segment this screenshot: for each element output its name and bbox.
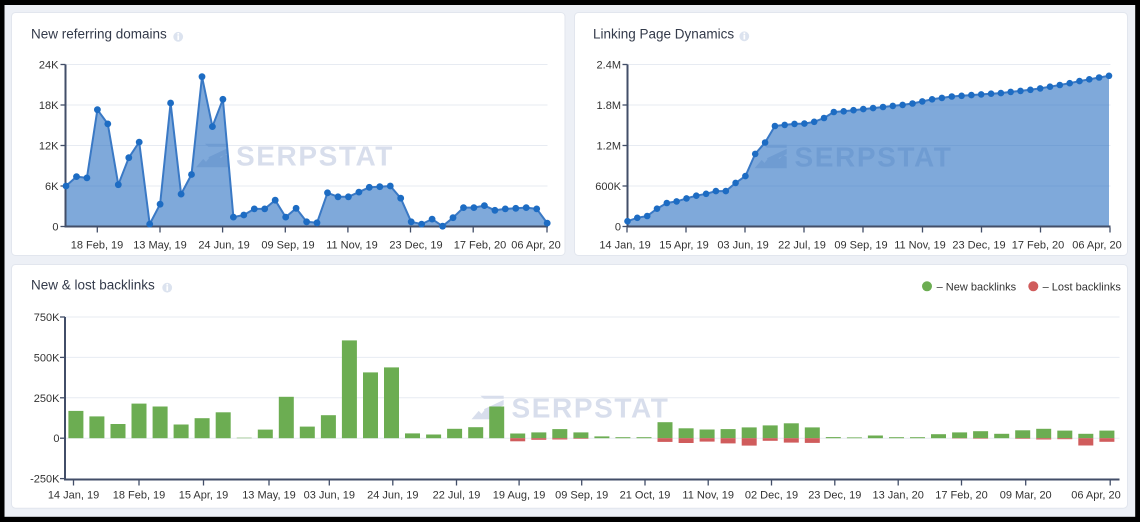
svg-text:15 Apr, 19: 15 Apr, 19 — [659, 240, 709, 252]
svg-text:24 Jun, 19: 24 Jun, 19 — [198, 240, 249, 252]
svg-text:600K: 600K — [595, 181, 621, 193]
svg-text:03 Jun, 19: 03 Jun, 19 — [304, 490, 355, 502]
svg-text:17 Feb, 20: 17 Feb, 20 — [1012, 240, 1065, 252]
svg-text:0: 0 — [52, 222, 58, 234]
svg-text:03 Jun, 19: 03 Jun, 19 — [717, 240, 768, 252]
svg-text:17 Feb, 20: 17 Feb, 20 — [935, 490, 988, 502]
svg-text:750K: 750K — [34, 312, 60, 324]
svg-text:22 Jul, 19: 22 Jul, 19 — [778, 240, 826, 252]
svg-text:11 Nov, 19: 11 Nov, 19 — [326, 240, 378, 252]
svg-text:– Lost backlinks: – Lost backlinks — [1043, 281, 1122, 293]
svg-text:11 Nov, 19: 11 Nov, 19 — [682, 490, 734, 502]
svg-text:18 Feb, 19: 18 Feb, 19 — [113, 490, 166, 502]
svg-text:SERPSTAT: SERPSTAT — [512, 393, 670, 424]
svg-text:13 May, 19: 13 May, 19 — [133, 240, 187, 252]
svg-text:09 Sep, 19: 09 Sep, 19 — [834, 240, 887, 252]
svg-text:23 Dec, 19: 23 Dec, 19 — [952, 240, 1005, 252]
svg-text:14 Jan, 19: 14 Jan, 19 — [48, 490, 99, 502]
svg-text:18K: 18K — [39, 100, 59, 112]
svg-text:23 Dec, 19: 23 Dec, 19 — [808, 490, 861, 502]
svg-text:– New backlinks: – New backlinks — [937, 281, 1017, 293]
svg-text:New & lost backlinks: New & lost backlinks — [31, 278, 155, 293]
svg-text:23 Dec, 19: 23 Dec, 19 — [389, 240, 442, 252]
svg-text:15 Apr, 19: 15 Apr, 19 — [179, 490, 229, 502]
svg-text:6K: 6K — [45, 181, 59, 193]
svg-text:09 Mar, 20: 09 Mar, 20 — [1000, 490, 1052, 502]
svg-text:19 Aug, 19: 19 Aug, 19 — [493, 490, 546, 502]
svg-text:24 Jun, 19: 24 Jun, 19 — [367, 490, 418, 502]
svg-text:06 Apr, 20: 06 Apr, 20 — [1072, 240, 1122, 252]
svg-text:0: 0 — [615, 222, 621, 234]
svg-text:2.4M: 2.4M — [597, 60, 621, 72]
svg-text:250K: 250K — [34, 393, 60, 405]
svg-text:09 Sep, 19: 09 Sep, 19 — [555, 490, 608, 502]
svg-text:Linking Page Dynamics: Linking Page Dynamics — [593, 27, 734, 42]
svg-text:13 May, 19: 13 May, 19 — [242, 490, 296, 502]
svg-text:1.8M: 1.8M — [597, 100, 621, 112]
svg-text:-250K: -250K — [30, 474, 60, 486]
svg-text:24K: 24K — [39, 60, 59, 72]
svg-text:18 Feb, 19: 18 Feb, 19 — [71, 240, 124, 252]
svg-text:06 Apr, 20: 06 Apr, 20 — [1071, 490, 1121, 502]
svg-text:13 Jan, 20: 13 Jan, 20 — [873, 490, 924, 502]
svg-text:New referring domains: New referring domains — [31, 27, 167, 42]
svg-text:SERPSTAT: SERPSTAT — [236, 141, 394, 172]
svg-text:21 Oct, 19: 21 Oct, 19 — [620, 490, 671, 502]
svg-text:12K: 12K — [39, 141, 59, 153]
svg-text:0: 0 — [53, 433, 59, 445]
svg-text:14 Jan, 19: 14 Jan, 19 — [599, 240, 650, 252]
svg-text:1.2M: 1.2M — [597, 141, 621, 153]
svg-text:06 Apr, 20: 06 Apr, 20 — [511, 240, 561, 252]
svg-text:09 Sep, 19: 09 Sep, 19 — [261, 240, 314, 252]
svg-text:22 Jul, 19: 22 Jul, 19 — [433, 490, 481, 502]
svg-text:02 Dec, 19: 02 Dec, 19 — [745, 490, 798, 502]
svg-text:11 Nov, 19: 11 Nov, 19 — [894, 240, 946, 252]
svg-text:500K: 500K — [34, 352, 60, 364]
svg-text:17 Feb, 20: 17 Feb, 20 — [454, 240, 507, 252]
